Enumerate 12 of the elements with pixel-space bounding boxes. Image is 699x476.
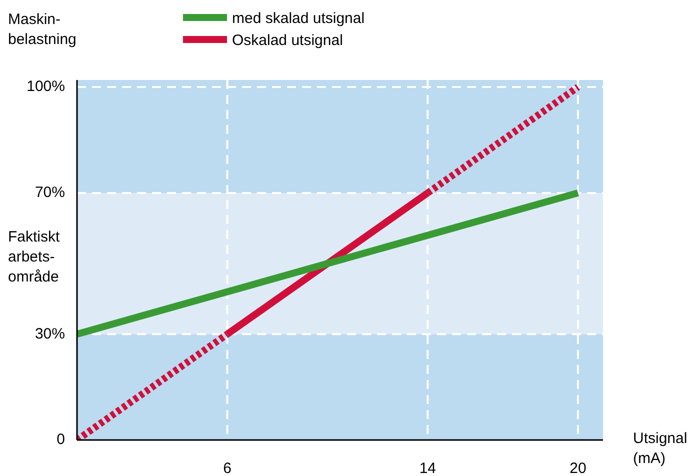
- x-tick-label: 14: [419, 460, 436, 476]
- y-tick-label: 100%: [26, 78, 65, 96]
- band-label: Faktiskt arbets-område: [8, 228, 61, 286]
- y-axis-title: Maskin-belastning: [8, 11, 76, 48]
- y-tick-label: 30%: [34, 325, 65, 342]
- x-axis-title: Utsignal (mA): [633, 430, 688, 467]
- legend-label: Oskalad utsignal: [232, 32, 343, 49]
- x-tick-label: 20: [570, 460, 586, 476]
- y-tick-label: 0: [56, 431, 65, 448]
- legend-label: med skalad utsignal: [232, 10, 365, 27]
- y-tick-label: 70%: [34, 184, 65, 202]
- x-tick-label: 6: [223, 460, 232, 476]
